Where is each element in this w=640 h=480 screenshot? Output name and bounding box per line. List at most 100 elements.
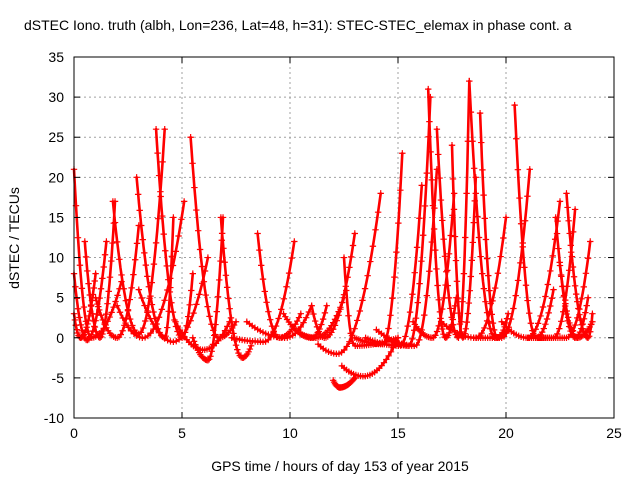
data-point [540,325,547,332]
data-point [494,270,502,277]
data-point [204,254,212,261]
y-tick-label: 25 [48,129,64,145]
y-tick-label: -10 [44,410,64,426]
data-point [122,319,129,327]
data-point [161,297,168,304]
data-point [81,238,88,245]
satellite-arc-33 [466,77,512,341]
data-point [132,256,139,263]
data-point [425,85,432,93]
data-point [385,352,392,360]
data-point [85,280,92,287]
data-point [467,108,475,116]
data-point [200,278,208,285]
data-point [526,166,533,173]
data-point [96,306,103,314]
data-point [134,191,142,198]
data-point [142,261,150,269]
data-point [204,357,212,364]
data-point [433,328,441,335]
data-point [444,267,451,274]
data-point [82,326,89,334]
data-point [141,334,149,341]
data-point [278,306,285,313]
data-point [423,169,430,177]
data-point [563,190,570,197]
data-point [212,321,219,328]
data-point [92,328,100,335]
data-point [524,193,531,200]
data-point [118,271,125,279]
data-point [497,253,504,260]
data-point [460,270,468,277]
data-point [116,256,123,263]
data-point [489,297,496,305]
data-point [141,302,148,309]
data-point [345,312,352,319]
data-point [579,325,586,332]
data-point [136,207,143,214]
data-point [161,126,168,133]
data-point [351,325,358,332]
data-point [487,325,494,332]
data-point [537,312,544,320]
data-point [467,273,475,280]
data-point [552,214,559,221]
data-point [92,270,99,277]
data-point [90,284,97,292]
data-point [516,194,523,202]
data-point [96,334,104,341]
y-axis-label: dSTEC / TECUs [6,187,22,289]
data-point [152,239,160,247]
data-point [204,303,211,310]
data-point [164,286,171,294]
data-point [547,267,554,275]
data-point [188,287,195,294]
data-point [217,214,225,221]
data-point [354,317,361,324]
data-point [481,215,488,222]
y-tick-label: 30 [48,89,64,105]
satellite-arc-16 [254,230,304,341]
data-point [226,305,233,312]
data-point [337,304,344,311]
data-point [564,314,572,321]
data-point [247,342,255,349]
data-point [538,328,546,336]
data-point [347,330,354,337]
x-tick-label: 25 [606,425,622,441]
data-point [393,248,400,256]
data-point [71,316,79,324]
data-point [449,321,457,328]
data-point [297,310,304,317]
data-point [469,239,476,246]
data-point [435,322,442,330]
data-point [437,315,444,322]
data-point [426,268,433,275]
data-point [451,233,459,240]
data-point [303,314,310,321]
data-point [283,283,290,290]
data-point [553,230,561,237]
data-point [137,329,145,336]
data-point [480,285,488,292]
data-point [556,198,564,205]
data-point [127,327,135,335]
data-point [466,77,473,85]
data-point [397,186,404,194]
data-point [164,337,171,344]
data-point [577,316,584,324]
data-point [480,191,487,199]
data-point [152,325,160,332]
data-point [547,302,554,310]
data-point [297,323,304,331]
satellite-arc-37 [511,101,557,341]
data-point [99,316,106,324]
data-point [502,214,510,221]
x-tick-label: 15 [390,425,406,441]
data-point [340,346,348,354]
data-point [585,333,593,340]
data-point [111,219,119,226]
data-point [567,242,574,249]
